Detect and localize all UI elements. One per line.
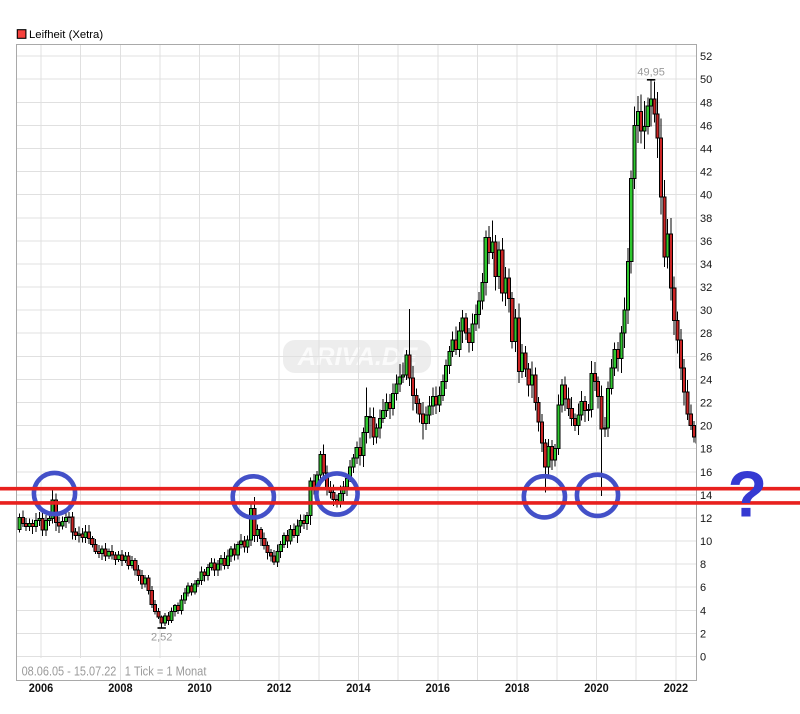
svg-text:2008: 2008 [108, 681, 133, 695]
svg-text:26: 26 [700, 351, 712, 363]
svg-text:36: 36 [700, 236, 712, 248]
svg-text:0: 0 [700, 652, 706, 664]
svg-text:42: 42 [700, 167, 712, 179]
svg-text:2010: 2010 [188, 681, 213, 695]
svg-text:2020: 2020 [584, 681, 609, 695]
svg-text:16: 16 [700, 467, 712, 479]
svg-text:2,52: 2,52 [151, 632, 172, 644]
svg-text:22: 22 [700, 398, 712, 410]
svg-text:2016: 2016 [426, 681, 451, 695]
svg-text:52: 52 [700, 51, 712, 63]
svg-text:2022: 2022 [664, 681, 689, 695]
svg-text:20: 20 [700, 421, 712, 433]
svg-text:46: 46 [700, 120, 712, 132]
svg-text:1 Tick = 1 Monat: 1 Tick = 1 Monat [125, 665, 207, 679]
svg-text:10: 10 [700, 536, 712, 548]
svg-text:48: 48 [700, 97, 712, 109]
svg-text:2012: 2012 [267, 681, 292, 695]
svg-text:49,95: 49,95 [637, 66, 665, 78]
svg-text:44: 44 [700, 144, 712, 156]
svg-text:2: 2 [700, 628, 706, 640]
svg-text:24: 24 [700, 374, 712, 386]
svg-text:2006: 2006 [29, 681, 54, 695]
svg-text:34: 34 [700, 259, 712, 271]
svg-text:Leifheit (Xetra): Leifheit (Xetra) [29, 29, 103, 41]
svg-text:4: 4 [700, 605, 706, 617]
svg-text:50: 50 [700, 74, 712, 86]
svg-text:12: 12 [700, 513, 712, 525]
svg-text:38: 38 [700, 213, 712, 225]
svg-text:18: 18 [700, 444, 712, 456]
svg-text:6: 6 [700, 582, 706, 594]
svg-text:30: 30 [700, 305, 712, 317]
svg-text:2014: 2014 [346, 681, 371, 695]
svg-text:28: 28 [700, 328, 712, 340]
svg-text:8: 8 [700, 559, 706, 571]
svg-text:08.06.05 - 15.07.22: 08.06.05 - 15.07.22 [22, 665, 117, 679]
svg-text:40: 40 [700, 190, 712, 202]
svg-text:?: ? [728, 459, 767, 531]
svg-text:2018: 2018 [505, 681, 530, 695]
svg-text:32: 32 [700, 282, 712, 294]
svg-text:14: 14 [700, 490, 712, 502]
